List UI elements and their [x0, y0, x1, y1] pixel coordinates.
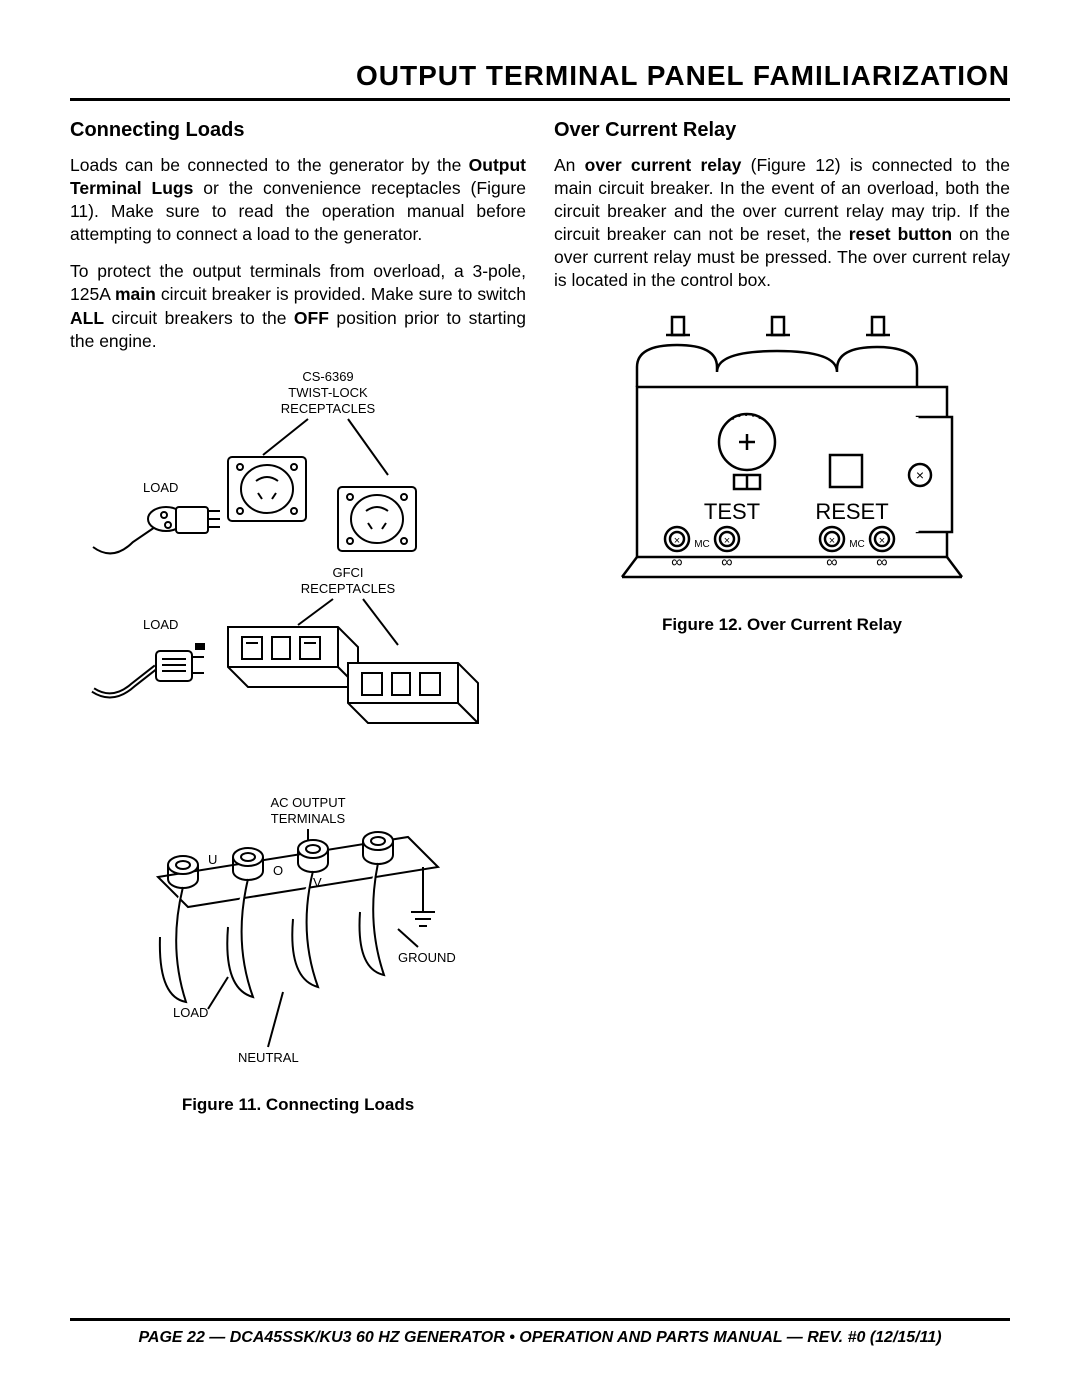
label-v: V: [313, 875, 322, 890]
label-inf1: ∞: [671, 554, 682, 571]
label-x4: ×: [879, 535, 885, 547]
label-mc1: MC: [694, 539, 710, 550]
label-neutral: NEUTRAL: [238, 1050, 299, 1065]
page-footer: PAGE 22 — DCA45SSK/KU3 60 HZ GENERATOR •…: [70, 1318, 1010, 1347]
label-x2: ×: [724, 535, 730, 547]
text-span: circuit breaker is provided. Make sure t…: [156, 284, 526, 304]
label-gfci-1: GFCI: [332, 565, 363, 580]
connecting-loads-heading: Connecting Loads: [70, 119, 526, 142]
bold-text: ALL: [70, 308, 104, 328]
label-inf4: ∞: [876, 554, 887, 571]
connecting-loads-svg: CS-6369 TWIST-LOCK RECEPTACLES: [88, 367, 508, 1087]
figure-11-caption: Figure 11. Connecting Loads: [70, 1095, 526, 1115]
label-load-1: LOAD: [143, 480, 178, 495]
figure-12-caption: Figure 12. Over Current Relay: [554, 615, 1010, 635]
label-gfci-2: RECEPTACLES: [301, 581, 396, 596]
label-ac-output-2: TERMINALS: [271, 811, 346, 826]
content-columns: Connecting Loads Loads can be connected …: [70, 119, 1010, 1115]
text-span: Loads can be connected to the generator …: [70, 155, 469, 175]
label-reset: RESET: [815, 499, 888, 524]
text-span: circuit breakers to the: [104, 308, 294, 328]
figure-12-diagram: × TEST RESET × ∞ MC × ∞: [554, 307, 1010, 607]
right-paragraph-1: An over current relay (Figure 12) is con…: [554, 154, 1010, 293]
figure-11-diagram: CS-6369 TWIST-LOCK RECEPTACLES: [70, 367, 526, 1087]
label-load-3: LOAD: [173, 1005, 208, 1020]
left-paragraph-2: To protect the output terminals from ove…: [70, 260, 526, 352]
label-mc2: MC: [849, 539, 865, 550]
over-current-relay-heading: Over Current Relay: [554, 119, 1010, 142]
label-load-2: LOAD: [143, 617, 178, 632]
text-span: An: [554, 155, 585, 175]
label-inf2: ∞: [721, 554, 732, 571]
label-inf3: ∞: [826, 554, 837, 571]
label-cs6369-2: TWIST-LOCK: [288, 385, 368, 400]
label-ground: GROUND: [398, 950, 456, 965]
label-test: TEST: [704, 499, 760, 524]
bold-text: OFF: [294, 308, 329, 328]
label-ac-output-1: AC OUTPUT: [270, 795, 345, 810]
page-title: OUTPUT TERMINAL PANEL FAMILIARIZATION: [70, 60, 1010, 101]
label-u: U: [208, 852, 217, 867]
left-paragraph-1: Loads can be connected to the generator …: [70, 154, 526, 246]
label-x-right: ×: [916, 467, 924, 483]
label-x3: ×: [829, 535, 835, 547]
label-cs6369-3: RECEPTACLES: [281, 401, 376, 416]
label-o: O: [273, 863, 283, 878]
label-x1: ×: [674, 535, 680, 547]
left-column: Connecting Loads Loads can be connected …: [70, 119, 526, 1115]
label-cs6369-1: CS-6369: [302, 369, 353, 384]
over-current-relay-svg: × TEST RESET × ∞ MC × ∞: [582, 307, 982, 607]
right-column: Over Current Relay An over current relay…: [554, 119, 1010, 1115]
bold-text: reset button: [849, 224, 952, 244]
bold-text: main: [115, 284, 156, 304]
bold-text: over current relay: [585, 155, 742, 175]
